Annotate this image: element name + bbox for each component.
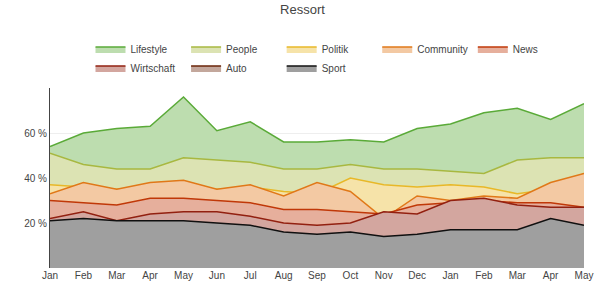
svg-text:Apr: Apr xyxy=(142,270,158,281)
svg-text:Jan: Jan xyxy=(442,270,458,281)
svg-text:Feb: Feb xyxy=(75,270,93,281)
svg-text:20 %: 20 % xyxy=(24,218,47,229)
svg-text:Sep: Sep xyxy=(308,270,326,281)
svg-text:Oct: Oct xyxy=(343,270,359,281)
svg-text:People: People xyxy=(226,44,258,55)
svg-text:Apr: Apr xyxy=(543,270,559,281)
svg-text:Mar: Mar xyxy=(509,270,527,281)
svg-text:60 %: 60 % xyxy=(24,128,47,139)
svg-text:May: May xyxy=(575,270,594,281)
svg-text:Jun: Jun xyxy=(209,270,225,281)
svg-text:Politik: Politik xyxy=(322,44,350,55)
svg-text:40 %: 40 % xyxy=(24,173,47,184)
svg-text:May: May xyxy=(174,270,193,281)
svg-text:Ressort: Ressort xyxy=(280,2,325,17)
svg-text:Feb: Feb xyxy=(475,270,493,281)
svg-text:Sport: Sport xyxy=(322,63,346,74)
svg-text:News: News xyxy=(513,44,538,55)
svg-text:Mar: Mar xyxy=(108,270,126,281)
svg-text:Aug: Aug xyxy=(275,270,293,281)
svg-text:Wirtschaft: Wirtschaft xyxy=(131,63,176,74)
svg-text:Jan: Jan xyxy=(42,270,58,281)
svg-text:Nov: Nov xyxy=(375,270,393,281)
svg-text:Lifestyle: Lifestyle xyxy=(131,44,168,55)
svg-text:Dec: Dec xyxy=(408,270,426,281)
svg-text:Jul: Jul xyxy=(244,270,257,281)
svg-text:Auto: Auto xyxy=(226,63,247,74)
svg-text:Community: Community xyxy=(417,44,468,55)
